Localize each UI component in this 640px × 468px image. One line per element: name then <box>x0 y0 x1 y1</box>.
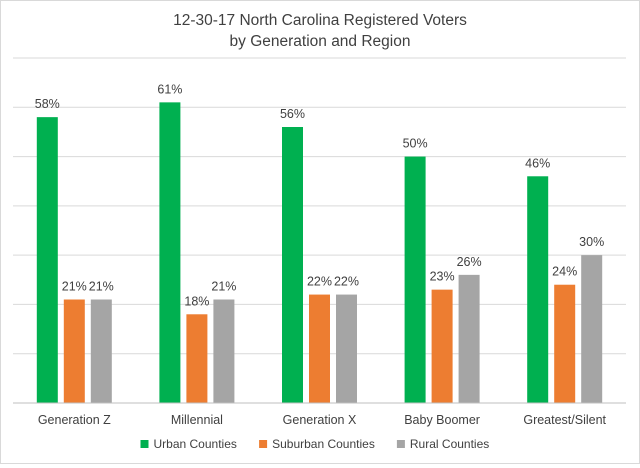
bar-suburban-counties-millennial <box>186 314 208 403</box>
bar-rural-counties-millennial <box>213 299 235 403</box>
data-label-rural-counties-millennial: 21% <box>211 280 236 294</box>
data-labels: 58%21% 21%61%18%21%56%22% 22%50%23%26%46%2… <box>35 82 604 308</box>
bar-urban-counties-baby-boomer <box>404 156 426 403</box>
bar-suburban-counties-baby-boomer <box>431 289 453 403</box>
legend-label-rural-counties: Rural Counties <box>410 437 489 451</box>
bar-urban-counties-millennial <box>159 102 181 403</box>
chart-title-line-2: by Generation and Region <box>230 33 411 50</box>
legend-swatch-urban-counties <box>140 440 149 448</box>
bar-urban-counties-greatest-silent <box>527 176 549 403</box>
data-label-rural-counties-greatest-silent: 30% <box>579 235 604 249</box>
bar-urban-counties-generation-x <box>282 127 303 403</box>
legend-item-urban-counties: Urban Counties <box>140 437 237 451</box>
bar-suburban-counties-greatest-silent <box>554 284 576 403</box>
bar-rural-counties-generation-z <box>90 299 112 403</box>
x-tick-label-generation-x: Generation X <box>283 413 357 427</box>
bar-suburban-counties-generation-z <box>63 299 85 403</box>
x-tick-label-baby-boomer: Baby Boomer <box>404 413 480 427</box>
x-tick-label-millennial: Millennial <box>171 413 223 427</box>
bar-rural-counties-baby-boomer <box>458 274 480 403</box>
data-label-rural-counties-baby-boomer: 26% <box>457 255 482 269</box>
x-tick-label-greatest-silent: Greatest/Silent <box>523 413 606 427</box>
data-label-suburban-counties-millennial: 18% <box>184 294 209 308</box>
legend-item-rural-counties: Rural Counties <box>396 437 489 451</box>
data-label-suburban-counties-baby-boomer: 23% <box>430 270 455 284</box>
legend-label-suburban-counties: Suburban Counties <box>272 437 375 451</box>
legend-swatch-suburban-counties <box>259 440 268 448</box>
legend: Urban Counties Suburban Counties Rural Cou… <box>140 437 489 451</box>
data-label-urban-counties-greatest-silent: 46% <box>525 156 550 170</box>
x-axis: Generation Z Millennial Generation X Baby B… <box>13 402 626 427</box>
x-tick-label-generation-z: Generation Z <box>38 413 111 427</box>
data-label-suburban-counties-generation-x: 22% <box>307 275 332 289</box>
bars <box>36 102 603 404</box>
data-label-rural-counties-generation-z: 21% <box>89 280 114 294</box>
bar-suburban-counties-generation-x <box>309 294 330 403</box>
bar-rural-counties-generation-x <box>336 294 357 403</box>
legend-item-suburban-counties: Suburban Counties <box>259 437 375 451</box>
chart-title-line-1: 12-30-17 North Carolina Registered Voter… <box>173 12 467 29</box>
bar-urban-counties-generation-z <box>36 117 58 404</box>
bar-rural-counties-greatest-silent <box>581 255 603 403</box>
data-label-urban-counties-baby-boomer: 50% <box>403 137 428 151</box>
data-label-urban-counties-millennial: 61% <box>157 82 182 96</box>
data-label-urban-counties-generation-x: 56% <box>280 107 305 121</box>
data-label-suburban-counties-greatest-silent: 24% <box>552 265 577 279</box>
gridlines <box>13 57 626 355</box>
data-label-urban-counties-generation-z: 58% <box>35 97 60 111</box>
legend-label-urban-counties: Urban Counties <box>154 437 237 451</box>
data-label-suburban-counties-generation-z: 21% <box>62 280 87 294</box>
data-label-rural-counties-generation-x: 22% <box>334 275 359 289</box>
legend-swatch-rural-counties <box>396 440 405 448</box>
